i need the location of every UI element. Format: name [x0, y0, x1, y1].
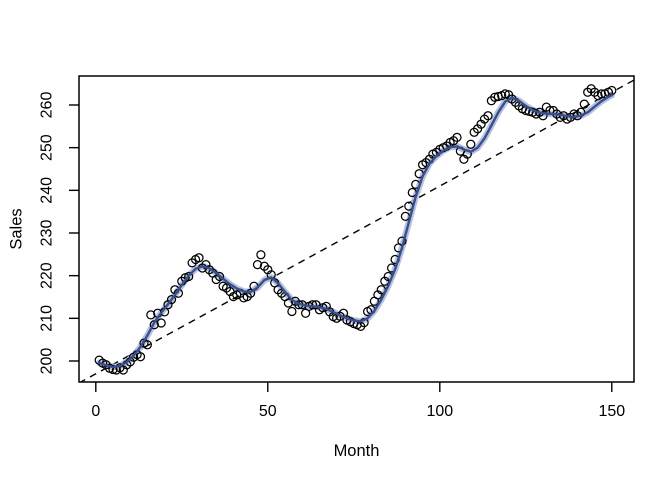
data-point — [283, 298, 294, 308]
data-point — [194, 253, 204, 263]
x-tick-label: 50 — [259, 403, 277, 420]
data-point — [596, 89, 607, 99]
data-point — [490, 92, 500, 102]
data-point — [214, 271, 225, 282]
x-axis-title: Month — [334, 442, 380, 460]
y-tick-label: 220 — [39, 262, 56, 289]
data-point — [452, 132, 462, 143]
x-tick-label: 100 — [426, 403, 453, 420]
data-point — [166, 294, 177, 305]
data-point — [483, 111, 493, 121]
data-point — [466, 139, 476, 149]
data-point — [256, 250, 266, 260]
loess-core-line — [98, 94, 613, 369]
x-tick-label: 150 — [598, 403, 625, 420]
x-tick-label: 0 — [91, 403, 100, 420]
y-tick-label: 200 — [39, 348, 56, 375]
data-point — [538, 111, 548, 121]
y-tick-label: 210 — [39, 305, 56, 332]
y-axis-title: Sales — [8, 208, 26, 249]
y-tick-label: 230 — [39, 220, 56, 247]
y-tick-label: 260 — [39, 92, 56, 119]
data-point — [579, 99, 589, 109]
data-point — [156, 318, 166, 328]
trend-line — [79, 79, 634, 382]
data-point — [108, 364, 118, 375]
data-point — [146, 310, 156, 320]
plot-box — [78, 75, 635, 383]
y-tick-label: 240 — [39, 177, 56, 204]
loess-halo-line — [95, 91, 616, 371]
y-tick-label: 250 — [39, 134, 56, 161]
data-point — [142, 340, 153, 350]
data-point — [135, 352, 146, 362]
data-point — [184, 271, 194, 282]
data-point — [252, 259, 263, 270]
data-point — [287, 306, 297, 317]
